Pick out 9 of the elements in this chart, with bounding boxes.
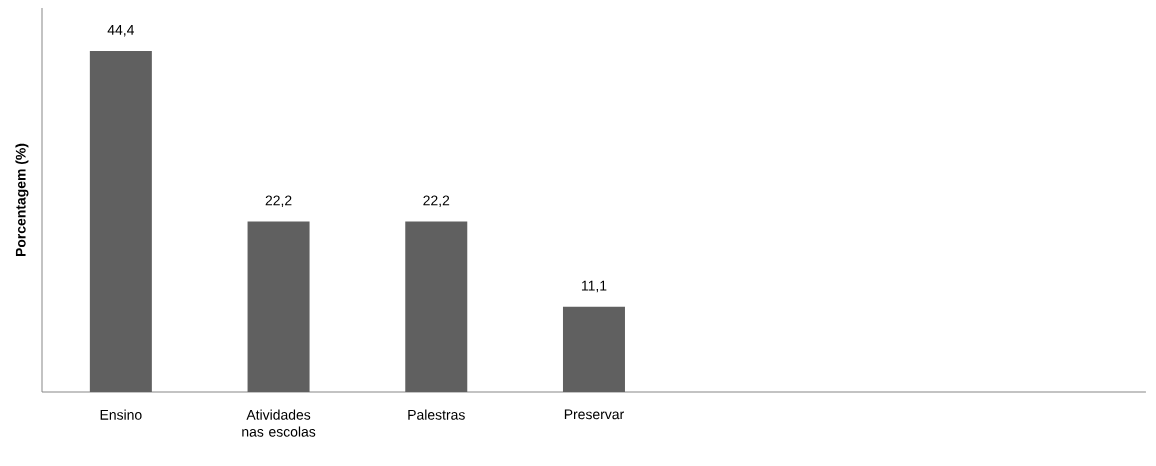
x-tick-label: Atividades nas escolas <box>242 409 316 437</box>
x-tick-label: Preservar <box>564 409 624 420</box>
x-tick-label: Palestras <box>408 409 465 420</box>
x-tick-label: Ensino <box>100 409 142 420</box>
data-label: 44,4 <box>107 25 135 37</box>
data-label: 11,1 <box>581 280 607 293</box>
data-label: 22,2 <box>265 195 292 207</box>
data-label: 22,2 <box>423 195 450 207</box>
y-axis-title: Porcentagem (%) <box>15 143 29 257</box>
